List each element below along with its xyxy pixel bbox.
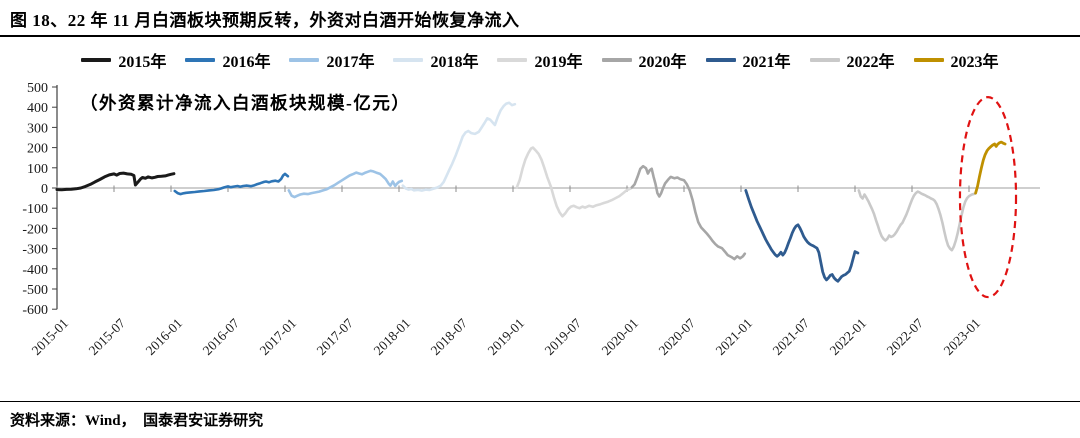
legend-swatch <box>601 58 632 62</box>
legend-label: 2023年 <box>950 54 999 71</box>
x-axis-label: 2015-01 <box>29 316 71 358</box>
highlight-layer <box>958 95 1018 299</box>
y-axis-label: 0 <box>41 182 48 197</box>
x-axis-label: 2018-01 <box>371 316 413 358</box>
legend-label: 2018年 <box>430 54 479 71</box>
x-axis-label: 2016-01 <box>143 316 185 358</box>
y-axis-label: -400 <box>22 263 48 278</box>
x-axis-label: 2016-07 <box>200 315 243 358</box>
x-axis-label: 2020-07 <box>656 315 699 358</box>
legend-item-2017: 2017年 <box>289 48 374 72</box>
series-line-2022 <box>857 189 977 252</box>
x-axis-label: 2015-07 <box>86 315 129 358</box>
source-text: 资料来源：Wind， 国泰君安证券研究 <box>10 413 264 429</box>
highlight-ellipse <box>958 95 1018 299</box>
legend-item-2019: 2019年 <box>497 48 583 72</box>
series-line-2020 <box>630 164 747 261</box>
legend-swatch <box>393 58 424 62</box>
y-axis-label: -100 <box>22 202 48 217</box>
legend-item-2022: 2022年 <box>809 48 895 72</box>
legend-item-2020: 2020年 <box>601 48 687 72</box>
legend-swatch <box>497 58 528 62</box>
y-axis-label: -300 <box>22 243 48 258</box>
chart-legend: 2015年 2016年 2017年 2018年 2019年 2020年 2021年 2022年… <box>0 48 1080 72</box>
figure-title: 图 18、22 年 11 月白酒板块预期反转，外资对白酒开始恢复净流入 <box>10 11 520 30</box>
x-axis-label: 2019-07 <box>542 315 585 358</box>
x-axis-label: 2021-01 <box>713 316 755 358</box>
legend-swatch <box>289 58 320 62</box>
x-axis-label: 2017-07 <box>314 315 357 358</box>
series-line-2023 <box>974 140 1007 195</box>
x-axis-label: 2021-07 <box>770 315 813 358</box>
legend-item-2015: 2015年 <box>81 48 166 72</box>
axis-layer: 500 400 300 200 100 0 -100 -200 -300 -400 -500 -600… <box>22 81 1040 358</box>
series-line-2016 <box>173 172 290 196</box>
legend-label: 2019年 <box>534 54 583 71</box>
y-axis-label: 400 <box>27 101 48 116</box>
series-line-2019 <box>515 146 633 218</box>
y-axis-label: -500 <box>22 283 48 298</box>
legend-label: 2017年 <box>326 54 375 71</box>
x-axis-label: 2017-01 <box>257 316 299 358</box>
x-axis-label: 2020-01 <box>599 316 641 358</box>
legend-item-2016: 2016年 <box>185 48 270 72</box>
series-layer <box>55 101 1007 283</box>
legend-swatch <box>81 58 112 62</box>
y-axis-label: 500 <box>27 81 48 96</box>
legend-swatch <box>913 58 944 62</box>
x-axis-label: 2022-01 <box>827 316 869 358</box>
legend-item-2021: 2021年 <box>705 48 791 72</box>
y-axis-label: -200 <box>22 222 48 237</box>
legend-label: 2015年 <box>118 54 167 71</box>
series-line-2018 <box>401 101 517 192</box>
legend-label: 2021年 <box>742 54 791 71</box>
line-chart: 500 400 300 200 100 0 -100 -200 -300 -400 -500 -600… <box>22 81 1040 358</box>
series-line-2017 <box>287 169 404 199</box>
x-axis-label: 2022-07 <box>884 315 927 358</box>
legend-swatch <box>705 58 736 62</box>
figure-header: 图 18、22 年 11 月白酒板块预期反转，外资对白酒开始恢复净流入 <box>0 0 1080 37</box>
x-axis-label: 2018-07 <box>428 315 471 358</box>
legend-item-2023: 2023年 <box>913 48 999 72</box>
legend-swatch <box>809 58 840 62</box>
legend-label: 2020年 <box>638 54 687 71</box>
y-axis-label: -600 <box>22 303 48 318</box>
y-axis-label: 300 <box>27 121 48 136</box>
chart-area: 500 400 300 200 100 0 -100 -200 -300 -400 -500 -600… <box>0 81 1080 383</box>
series-line-2021 <box>744 189 860 283</box>
legend-label: 2016年 <box>222 54 271 71</box>
x-axis-label: 2019-01 <box>485 316 527 358</box>
y-axis-label: 100 <box>27 162 48 177</box>
legend-label: 2022年 <box>846 54 895 71</box>
series-line-2015 <box>55 171 176 192</box>
legend-item-2018: 2018年 <box>393 48 478 72</box>
x-axis-label: 2023-01 <box>941 316 983 358</box>
figure-footer: 资料来源：Wind， 国泰君安证券研究 <box>0 401 1080 430</box>
legend-swatch <box>185 58 216 62</box>
y-axis-label: 200 <box>27 142 48 157</box>
chart-annotation: （外资累计净流入白酒板块规模-亿元） <box>80 93 410 113</box>
